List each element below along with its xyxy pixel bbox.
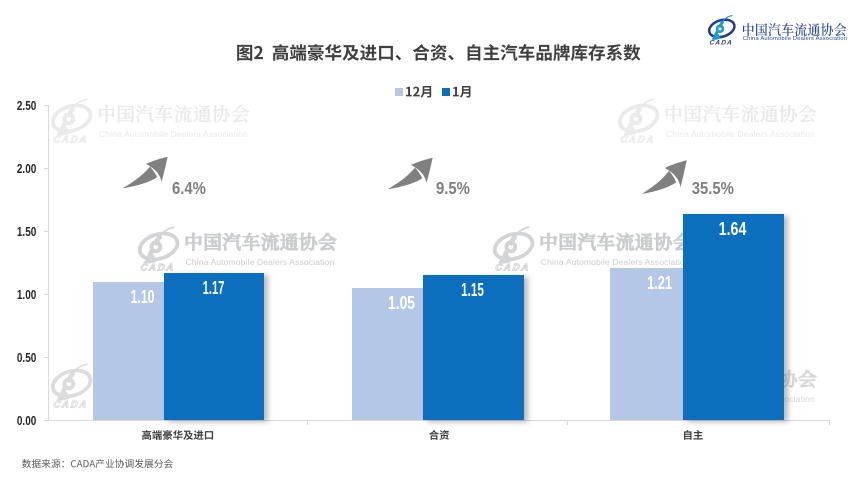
- svg-text:CADA: CADA: [494, 262, 530, 273]
- svg-text:CADA: CADA: [139, 262, 175, 273]
- svg-text:CADA: CADA: [53, 399, 89, 410]
- svg-text:CADA: CADA: [620, 134, 656, 145]
- svg-text:CADA: CADA: [53, 134, 89, 145]
- svg-text:CADA: CADA: [709, 40, 733, 47]
